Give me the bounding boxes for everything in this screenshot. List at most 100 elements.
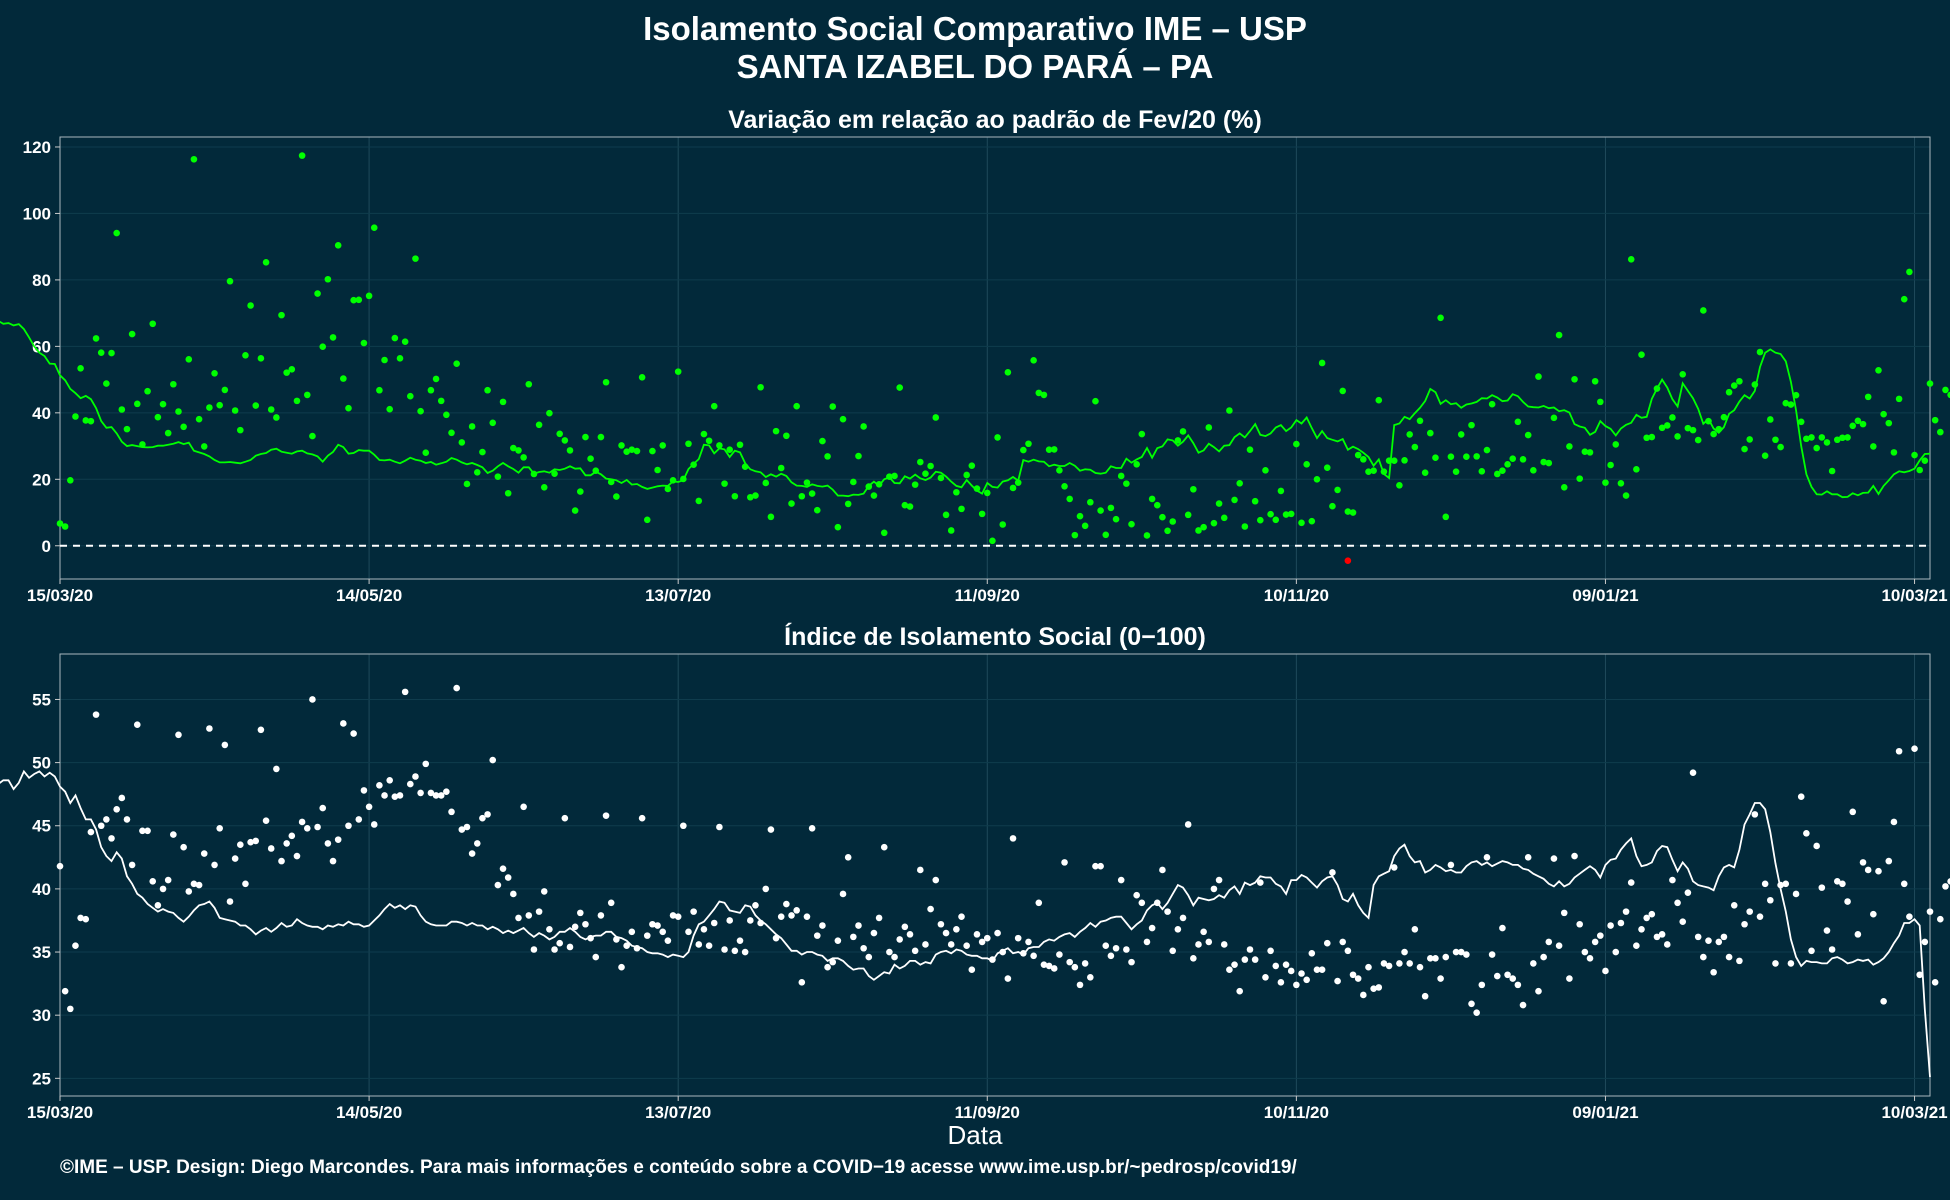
data-point — [597, 912, 605, 919]
data-point — [468, 850, 476, 857]
data-point — [1045, 446, 1053, 454]
data-point — [473, 469, 481, 476]
data-point — [1725, 953, 1733, 961]
data-point — [340, 375, 347, 382]
data-point — [1050, 446, 1058, 453]
data-point — [257, 355, 265, 362]
data-point — [1499, 924, 1506, 932]
data-point — [1257, 516, 1264, 524]
data-point — [540, 888, 548, 895]
data-point — [453, 684, 460, 692]
data-point — [108, 349, 115, 357]
data-point — [535, 908, 543, 915]
data-point — [108, 835, 115, 842]
x-tick-label: 09/01/21 — [1572, 1103, 1638, 1122]
data-point — [834, 937, 842, 944]
data-point — [1066, 495, 1073, 503]
data-point — [1818, 434, 1826, 441]
data-point — [190, 155, 198, 163]
data-point — [180, 843, 187, 851]
data-point — [288, 832, 296, 840]
data-point — [1926, 908, 1934, 915]
data-point — [1251, 497, 1259, 505]
y-tick-label: 25 — [32, 1069, 51, 1088]
data-point — [1612, 441, 1620, 448]
data-point — [77, 365, 84, 372]
data-point — [922, 470, 929, 477]
data-point — [1457, 431, 1465, 438]
data-point — [685, 440, 692, 448]
data-point — [1602, 479, 1609, 486]
data-point — [1782, 880, 1790, 888]
data-point — [360, 787, 368, 794]
data-point — [1004, 975, 1012, 982]
data-point — [850, 478, 857, 486]
data-point — [1540, 953, 1547, 961]
data-point — [417, 789, 424, 797]
data-point — [303, 391, 311, 399]
data-point — [1390, 864, 1398, 871]
data-point — [1257, 879, 1264, 886]
data-point — [448, 429, 455, 437]
data-point — [582, 920, 589, 928]
data-point — [443, 411, 450, 419]
data-point — [262, 817, 270, 824]
data-point — [978, 938, 986, 946]
data-point — [1803, 830, 1810, 837]
data-point — [1844, 434, 1851, 441]
data-point — [484, 386, 491, 394]
data-point — [128, 861, 136, 869]
data-point — [427, 789, 435, 797]
data-point — [530, 946, 538, 953]
data-point — [1885, 419, 1893, 427]
data-point — [1349, 509, 1357, 516]
data-point — [638, 373, 646, 381]
data-point — [1102, 942, 1110, 950]
data-point — [561, 437, 569, 444]
data-point — [540, 483, 548, 491]
data-point — [566, 943, 574, 951]
data-point — [1220, 941, 1228, 948]
data-point — [1839, 880, 1846, 888]
data-point — [788, 500, 795, 507]
data-point — [520, 454, 527, 461]
data-point — [618, 442, 625, 449]
data-point — [1782, 399, 1790, 407]
data-point — [1205, 938, 1213, 946]
data-point — [247, 838, 254, 846]
data-point — [999, 521, 1007, 528]
data-point — [1808, 434, 1815, 441]
data-point — [1833, 878, 1841, 885]
data-point — [252, 402, 260, 409]
data-point — [767, 826, 775, 833]
data-point — [386, 405, 393, 413]
data-point — [1870, 443, 1877, 450]
data-point — [1720, 413, 1728, 421]
data-point — [803, 913, 811, 920]
data-point — [1370, 985, 1377, 992]
data-point — [1452, 948, 1460, 956]
data-point — [829, 958, 837, 966]
data-point — [1787, 401, 1795, 408]
data-point — [360, 339, 368, 347]
data-point — [705, 437, 713, 445]
data-point — [231, 855, 239, 862]
data-point — [1401, 948, 1408, 956]
y-tick-label: 55 — [32, 690, 51, 709]
data-point — [1761, 452, 1769, 460]
data-point — [1179, 428, 1187, 435]
data-point — [396, 355, 404, 362]
data-point — [1159, 513, 1166, 521]
data-point — [1133, 891, 1140, 899]
data-point — [592, 953, 600, 961]
data-point — [479, 448, 486, 456]
data-point — [1009, 835, 1017, 842]
data-point — [350, 730, 357, 737]
data-point — [515, 914, 522, 922]
data-point — [118, 406, 126, 413]
data-point — [72, 413, 79, 420]
data-point — [82, 915, 90, 923]
data-point — [149, 320, 157, 328]
data-point — [1597, 932, 1604, 939]
